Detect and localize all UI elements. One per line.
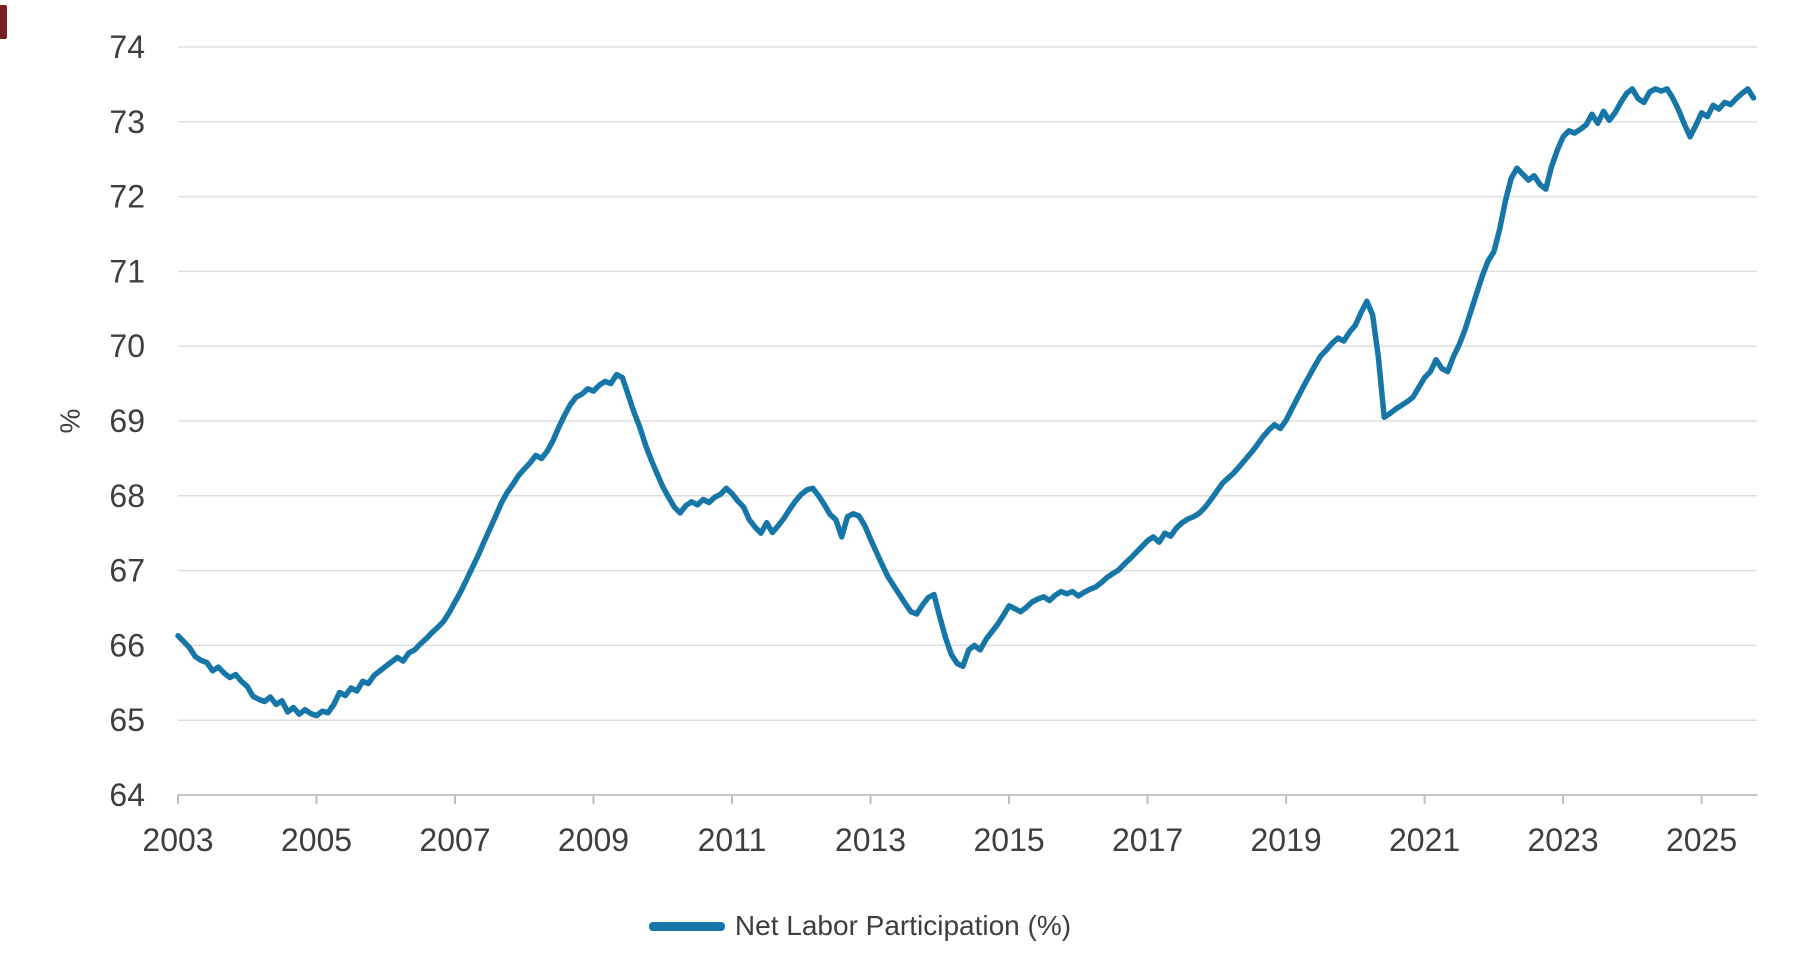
y-tick-label: 68 bbox=[109, 478, 145, 514]
x-tick-label: 2013 bbox=[835, 822, 906, 858]
legend-series-label: Net Labor Participation (%) bbox=[734, 910, 1072, 941]
x-tick-label: 2005 bbox=[281, 822, 352, 858]
y-tick-label: 70 bbox=[109, 328, 145, 364]
x-tick-label: 2011 bbox=[698, 822, 767, 858]
legend-line-swatch bbox=[648, 921, 725, 931]
y-tick-label: 67 bbox=[109, 553, 145, 589]
x-tick-label: 2007 bbox=[419, 822, 490, 858]
x-tick-label: 2015 bbox=[974, 822, 1045, 858]
series-line bbox=[175, 86, 1757, 719]
legend[interactable]: Net Labor Participation (%) bbox=[0, 903, 1760, 949]
screen-edge-artifact bbox=[0, 5, 7, 39]
y-tick-label: 66 bbox=[109, 627, 145, 663]
x-tick-label: 2017 bbox=[1112, 822, 1183, 858]
x-tick-label: 2021 bbox=[1389, 822, 1460, 858]
y-axis-title: % bbox=[55, 409, 86, 434]
x-tick-label: 2003 bbox=[142, 822, 213, 858]
y-tick-label: 65 bbox=[109, 702, 145, 738]
x-tick-label: 2025 bbox=[1666, 822, 1737, 858]
y-tick-label: 74 bbox=[109, 29, 145, 65]
y-tick-label: 64 bbox=[109, 777, 145, 813]
y-tick-label: 69 bbox=[109, 403, 145, 439]
x-tick-label: 2009 bbox=[558, 822, 629, 858]
y-tick-label: 71 bbox=[109, 253, 145, 289]
x-tick-label: 2023 bbox=[1528, 822, 1599, 858]
x-tick-label: 2019 bbox=[1251, 822, 1322, 858]
y-tick-label: 73 bbox=[109, 104, 145, 140]
y-tick-label: 72 bbox=[109, 179, 145, 215]
